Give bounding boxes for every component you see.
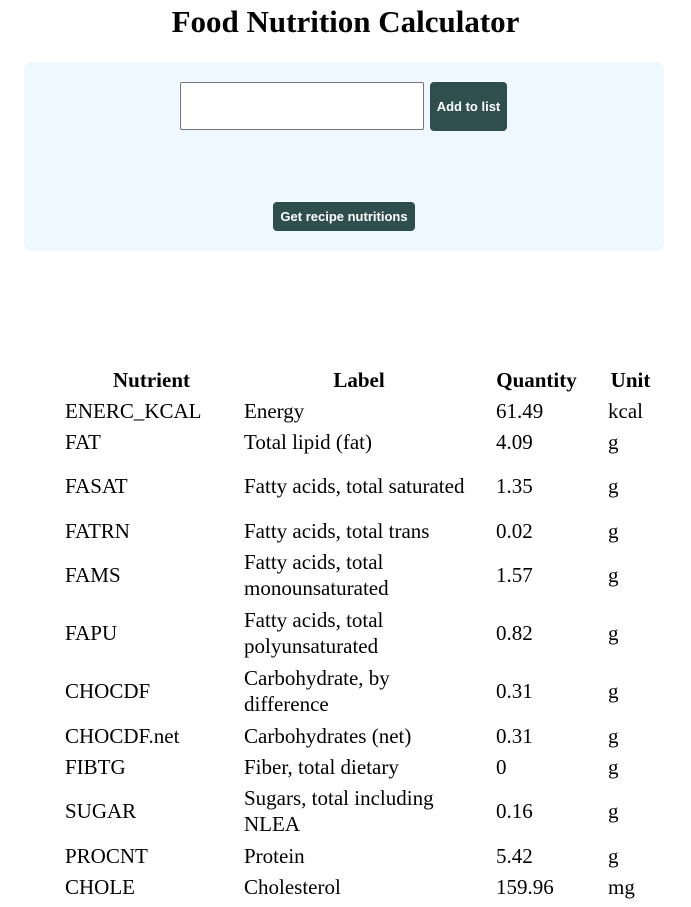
nutrient-label-cell: Carbohydrates (net) xyxy=(244,723,412,748)
table-row: FATRN Fatty acids, total trans 0.02 g xyxy=(62,515,665,546)
nutrient-code-cell: FIBTG xyxy=(65,754,126,779)
nutrient-quantity-cell: 1.35 xyxy=(496,474,533,498)
get-recipe-nutritions-button[interactable]: Get recipe nutritions xyxy=(273,202,415,231)
nutrient-quantity-cell: 0.31 xyxy=(496,723,533,748)
header-quantity: Quantity xyxy=(496,367,577,392)
nutrient-unit-cell: g xyxy=(608,621,619,645)
table-row: SUGAR Sugars, total including NLEA 0.16 g xyxy=(62,782,665,840)
nutrient-quantity-cell: 1.57 xyxy=(496,563,533,587)
nutrient-code-cell: FAT xyxy=(65,429,101,454)
add-to-list-button[interactable]: Add to list xyxy=(430,82,507,131)
nutrient-code-cell: FAPU xyxy=(65,621,118,645)
nutrient-code-cell: FASAT xyxy=(65,474,128,498)
nutrient-unit-cell: kcal xyxy=(608,398,643,423)
nutrient-unit-cell: g xyxy=(608,679,619,703)
nutrient-label-cell: Energy xyxy=(244,398,305,423)
table-row: CHOCDF.net Carbohydrates (net) 0.31 g xyxy=(62,720,665,751)
nutrient-label-cell: Carbohydrate, by difference xyxy=(244,666,390,716)
nutrient-code-cell: CHOCDF.net xyxy=(65,723,180,748)
header-label: Label xyxy=(333,367,385,392)
nutrient-label-cell: Protein xyxy=(244,843,305,868)
nutrient-unit-cell: g xyxy=(608,723,619,748)
table-row: FAPU Fatty acids, total polyunsaturated 0.… xyxy=(62,604,665,662)
nutrient-code-cell: SUGAR xyxy=(65,799,137,823)
nutrient-unit-cell: mg xyxy=(608,874,635,899)
nutrient-quantity-cell: 159.96 xyxy=(496,874,554,899)
nutrient-quantity-cell: 5.42 xyxy=(496,843,533,868)
table-row: CHOLE Cholesterol 159.96 mg xyxy=(62,871,665,902)
table-row: FASAT Fatty acids, total saturated 1.35 g xyxy=(62,457,665,515)
food-form-panel: Add to list Get recipe nutritions xyxy=(24,62,664,251)
nutrient-label-cell: Fatty acids, total trans xyxy=(244,518,430,543)
header-unit: Unit xyxy=(610,367,651,392)
nutrient-quantity-cell: 0 xyxy=(496,754,507,779)
nutrient-label-cell: Fatty acids, total polyunsaturated xyxy=(244,608,384,658)
nutrient-label-cell: Fiber, total dietary xyxy=(244,754,399,779)
table-row: FIBTG Fiber, total dietary 0 g xyxy=(62,751,665,782)
nutrient-unit-cell: g xyxy=(608,518,619,543)
nutrient-label-cell: Cholesterol xyxy=(244,874,341,899)
nutrient-code-cell: FATRN xyxy=(65,518,130,543)
nutrient-code-cell: CHOLE xyxy=(65,874,135,899)
nutrient-code-cell: PROCNT xyxy=(65,843,148,868)
nutrient-label-cell: Total lipid (fat) xyxy=(244,429,372,454)
nutrient-unit-cell: g xyxy=(608,563,619,587)
nutrient-code-cell: CHOCDF xyxy=(65,679,151,703)
table-row: PROCNT Protein 5.42 g xyxy=(62,840,665,871)
table-row: FAMS Fatty acids, total monounsaturated 1.… xyxy=(62,546,665,604)
food-input[interactable] xyxy=(180,82,424,130)
nutrient-unit-cell: g xyxy=(608,799,619,823)
nutrient-quantity-cell: 0.02 xyxy=(496,518,533,543)
nutrient-quantity-cell: 0.31 xyxy=(496,679,533,703)
nutrient-quantity-cell: 0.82 xyxy=(496,621,533,645)
nutrition-table: Nutrient Label Quantity Unit ENERC_KCAL E… xyxy=(62,364,665,902)
nutrient-unit-cell: g xyxy=(608,754,619,779)
table-row: CHOCDF Carbohydrate, by difference 0.31 g xyxy=(62,662,665,720)
nutrient-label-cell: Fatty acids, total monounsaturated xyxy=(244,550,389,600)
nutrient-quantity-cell: 0.16 xyxy=(496,799,533,823)
table-row: FAT Total lipid (fat) 4.09 g xyxy=(62,426,665,457)
header-nutrient: Nutrient xyxy=(113,367,190,392)
nutrient-code-cell: ENERC_KCAL xyxy=(65,398,202,423)
nutrient-code-cell: FAMS xyxy=(65,563,121,587)
nutrient-label-cell: Sugars, total including NLEA xyxy=(244,786,434,836)
nutrient-unit-cell: g xyxy=(608,429,619,454)
nutrient-unit-cell: g xyxy=(608,843,619,868)
nutrient-label-cell: Fatty acids, total saturated xyxy=(244,474,465,498)
nutrient-quantity-cell: 4.09 xyxy=(496,429,533,454)
nutrient-unit-cell: g xyxy=(608,474,619,498)
page-title: Food Nutrition Calculator xyxy=(171,4,520,39)
table-header-row: Nutrient Label Quantity Unit xyxy=(62,364,665,395)
nutrient-quantity-cell: 61.49 xyxy=(496,398,544,423)
table-row: ENERC_KCAL Energy 61.49 kcal xyxy=(62,395,665,426)
